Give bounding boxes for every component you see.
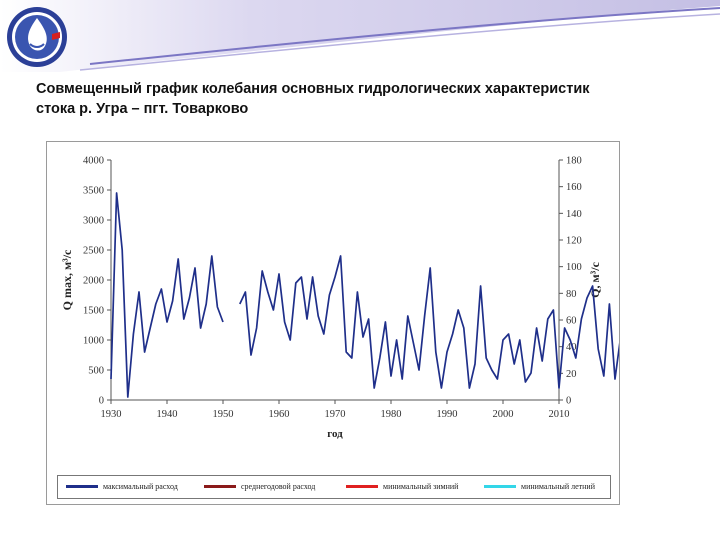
legend-swatch	[484, 484, 516, 488]
y-right-tick-label: 0	[566, 396, 571, 407]
y-left-tick-label: 3500	[83, 186, 104, 197]
y-left-tick-label: 3000	[83, 216, 104, 227]
y-right-tick-label: 80	[566, 289, 577, 300]
y-right-tick-label: 100	[566, 262, 582, 273]
x-tick-label: 1980	[381, 409, 402, 420]
x-tick-label: 1960	[269, 409, 290, 420]
y-right-tick-label: 60	[566, 316, 577, 327]
legend-label: среднегодовой расход	[241, 482, 316, 491]
x-axis-title: год	[327, 428, 343, 440]
y-left-tick-label: 1500	[83, 306, 104, 317]
slide-title: Совмещенный график колебания основных ги…	[36, 79, 696, 119]
slide-header	[0, 0, 720, 72]
series-line	[110, 192, 619, 398]
y-left-tick-label: 1000	[83, 336, 104, 347]
chart-plot: 0 500 1000 1500 2000 2500 3000 3500 4000 0 20 40 60 8…	[60, 156, 619, 440]
y-right-tick-label: 180	[566, 156, 582, 167]
x-tick-label: 1930	[101, 409, 122, 420]
legend-label: минимальный летний	[521, 482, 595, 491]
chart-legend: максимальный расход среднегодовой расход…	[57, 475, 611, 499]
y-right-tick-label: 160	[566, 182, 582, 193]
legend-swatch	[66, 484, 98, 488]
water-drop-emblem-icon	[7, 7, 67, 67]
legend-item: максимальный расход	[66, 480, 178, 494]
y-left-tick-label: 500	[88, 366, 104, 377]
y-left-tick-label: 2500	[83, 246, 104, 257]
y-left-tick-label: 0	[99, 396, 104, 407]
x-tick-label: 1950	[213, 409, 234, 420]
y-right-tick-label: 40	[566, 342, 577, 353]
legend-item: минимальный летний	[484, 480, 595, 494]
legend-item: минимальный зимний	[346, 480, 458, 494]
slide-title-line-2: стока р. Угра – пгт. Товарково	[36, 101, 249, 117]
legend-label: максимальный расход	[103, 482, 178, 491]
x-tick-label: 1990	[437, 409, 458, 420]
legend-item: среднегодовой расход	[204, 480, 315, 494]
x-tick-label: 1970	[325, 409, 346, 420]
y-left-axis-title: Q max, м³/с	[60, 249, 74, 310]
y-left-tick-label: 2000	[83, 276, 104, 287]
x-tick-label: 2000	[493, 409, 514, 420]
y-right-tick-label: 120	[566, 236, 582, 247]
slide-title-line-1: Совмещенный график колебания основных ги…	[36, 81, 590, 97]
legend-label: минимальный зимний	[383, 482, 459, 491]
y-right-tick-label: 20	[566, 369, 577, 380]
legend-swatch	[204, 484, 236, 488]
header-band	[0, 0, 720, 72]
x-tick-label: 2010	[549, 409, 570, 420]
y-right-tick-label: 140	[566, 209, 582, 220]
y-left-tick-label: 4000	[83, 156, 104, 167]
legend-swatch	[346, 484, 378, 488]
chart-frame: 0 500 1000 1500 2000 2500 3000 3500 4000 0 20 40 60 8…	[46, 141, 620, 505]
x-tick-label: 1940	[157, 409, 178, 420]
